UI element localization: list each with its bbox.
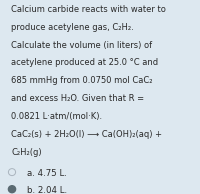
Circle shape [8, 186, 16, 193]
Text: Calculate the volume (in liters) of: Calculate the volume (in liters) of [11, 41, 152, 49]
Text: CaC₂(s) + 2H₂O(l) ⟶ Ca(OH)₂(aq) +: CaC₂(s) + 2H₂O(l) ⟶ Ca(OH)₂(aq) + [11, 130, 162, 139]
Text: Calcium carbide reacts with water to: Calcium carbide reacts with water to [11, 5, 166, 14]
Text: b. 2.04 L.: b. 2.04 L. [27, 186, 67, 194]
Text: a. 4.75 L.: a. 4.75 L. [27, 169, 67, 178]
Text: C₂H₂(g): C₂H₂(g) [11, 148, 42, 157]
Text: 685 mmHg from 0.0750 mol CaC₂: 685 mmHg from 0.0750 mol CaC₂ [11, 76, 153, 85]
Text: acetylene produced at 25.0 °C and: acetylene produced at 25.0 °C and [11, 58, 158, 67]
Text: 0.0821 L·atm/(mol·K).: 0.0821 L·atm/(mol·K). [11, 112, 102, 121]
Text: and excess H₂O. Given that R =: and excess H₂O. Given that R = [11, 94, 144, 103]
Text: produce acetylene gas, C₂H₂.: produce acetylene gas, C₂H₂. [11, 23, 134, 32]
